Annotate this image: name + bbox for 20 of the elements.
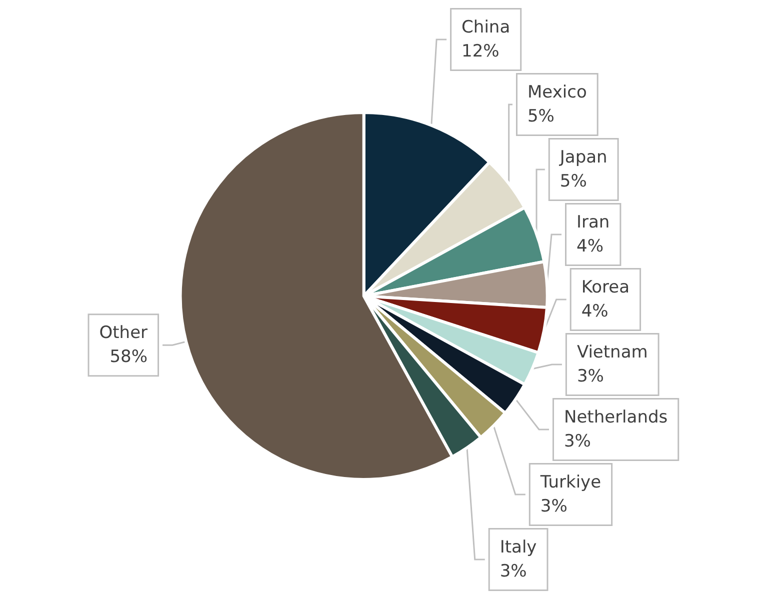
- data-label: 4%: [581, 302, 608, 322]
- slice-label: Korea: [581, 278, 630, 298]
- data-label: 4%: [576, 236, 604, 256]
- slice-label: Italy: [500, 538, 537, 558]
- data-label: 3%: [500, 562, 527, 582]
- slice-label: China: [462, 18, 510, 38]
- slice-label: Mexico: [527, 82, 587, 102]
- data-label: 58%: [110, 347, 148, 368]
- data-label: 5%: [527, 106, 554, 126]
- data-label: 3%: [540, 496, 568, 516]
- data-label: 3%: [564, 432, 591, 452]
- slice-label: Other: [99, 323, 148, 344]
- data-label: 12%: [462, 42, 500, 62]
- slice-label: Vietnam: [576, 342, 648, 362]
- data-label: 3%: [576, 366, 604, 386]
- slice-label: Turkiye: [539, 472, 602, 492]
- data-label: 5%: [560, 172, 587, 192]
- slice-label: Iran: [576, 212, 610, 232]
- slice-label: Japan: [558, 148, 608, 168]
- slice-label: Netherlands: [564, 408, 668, 428]
